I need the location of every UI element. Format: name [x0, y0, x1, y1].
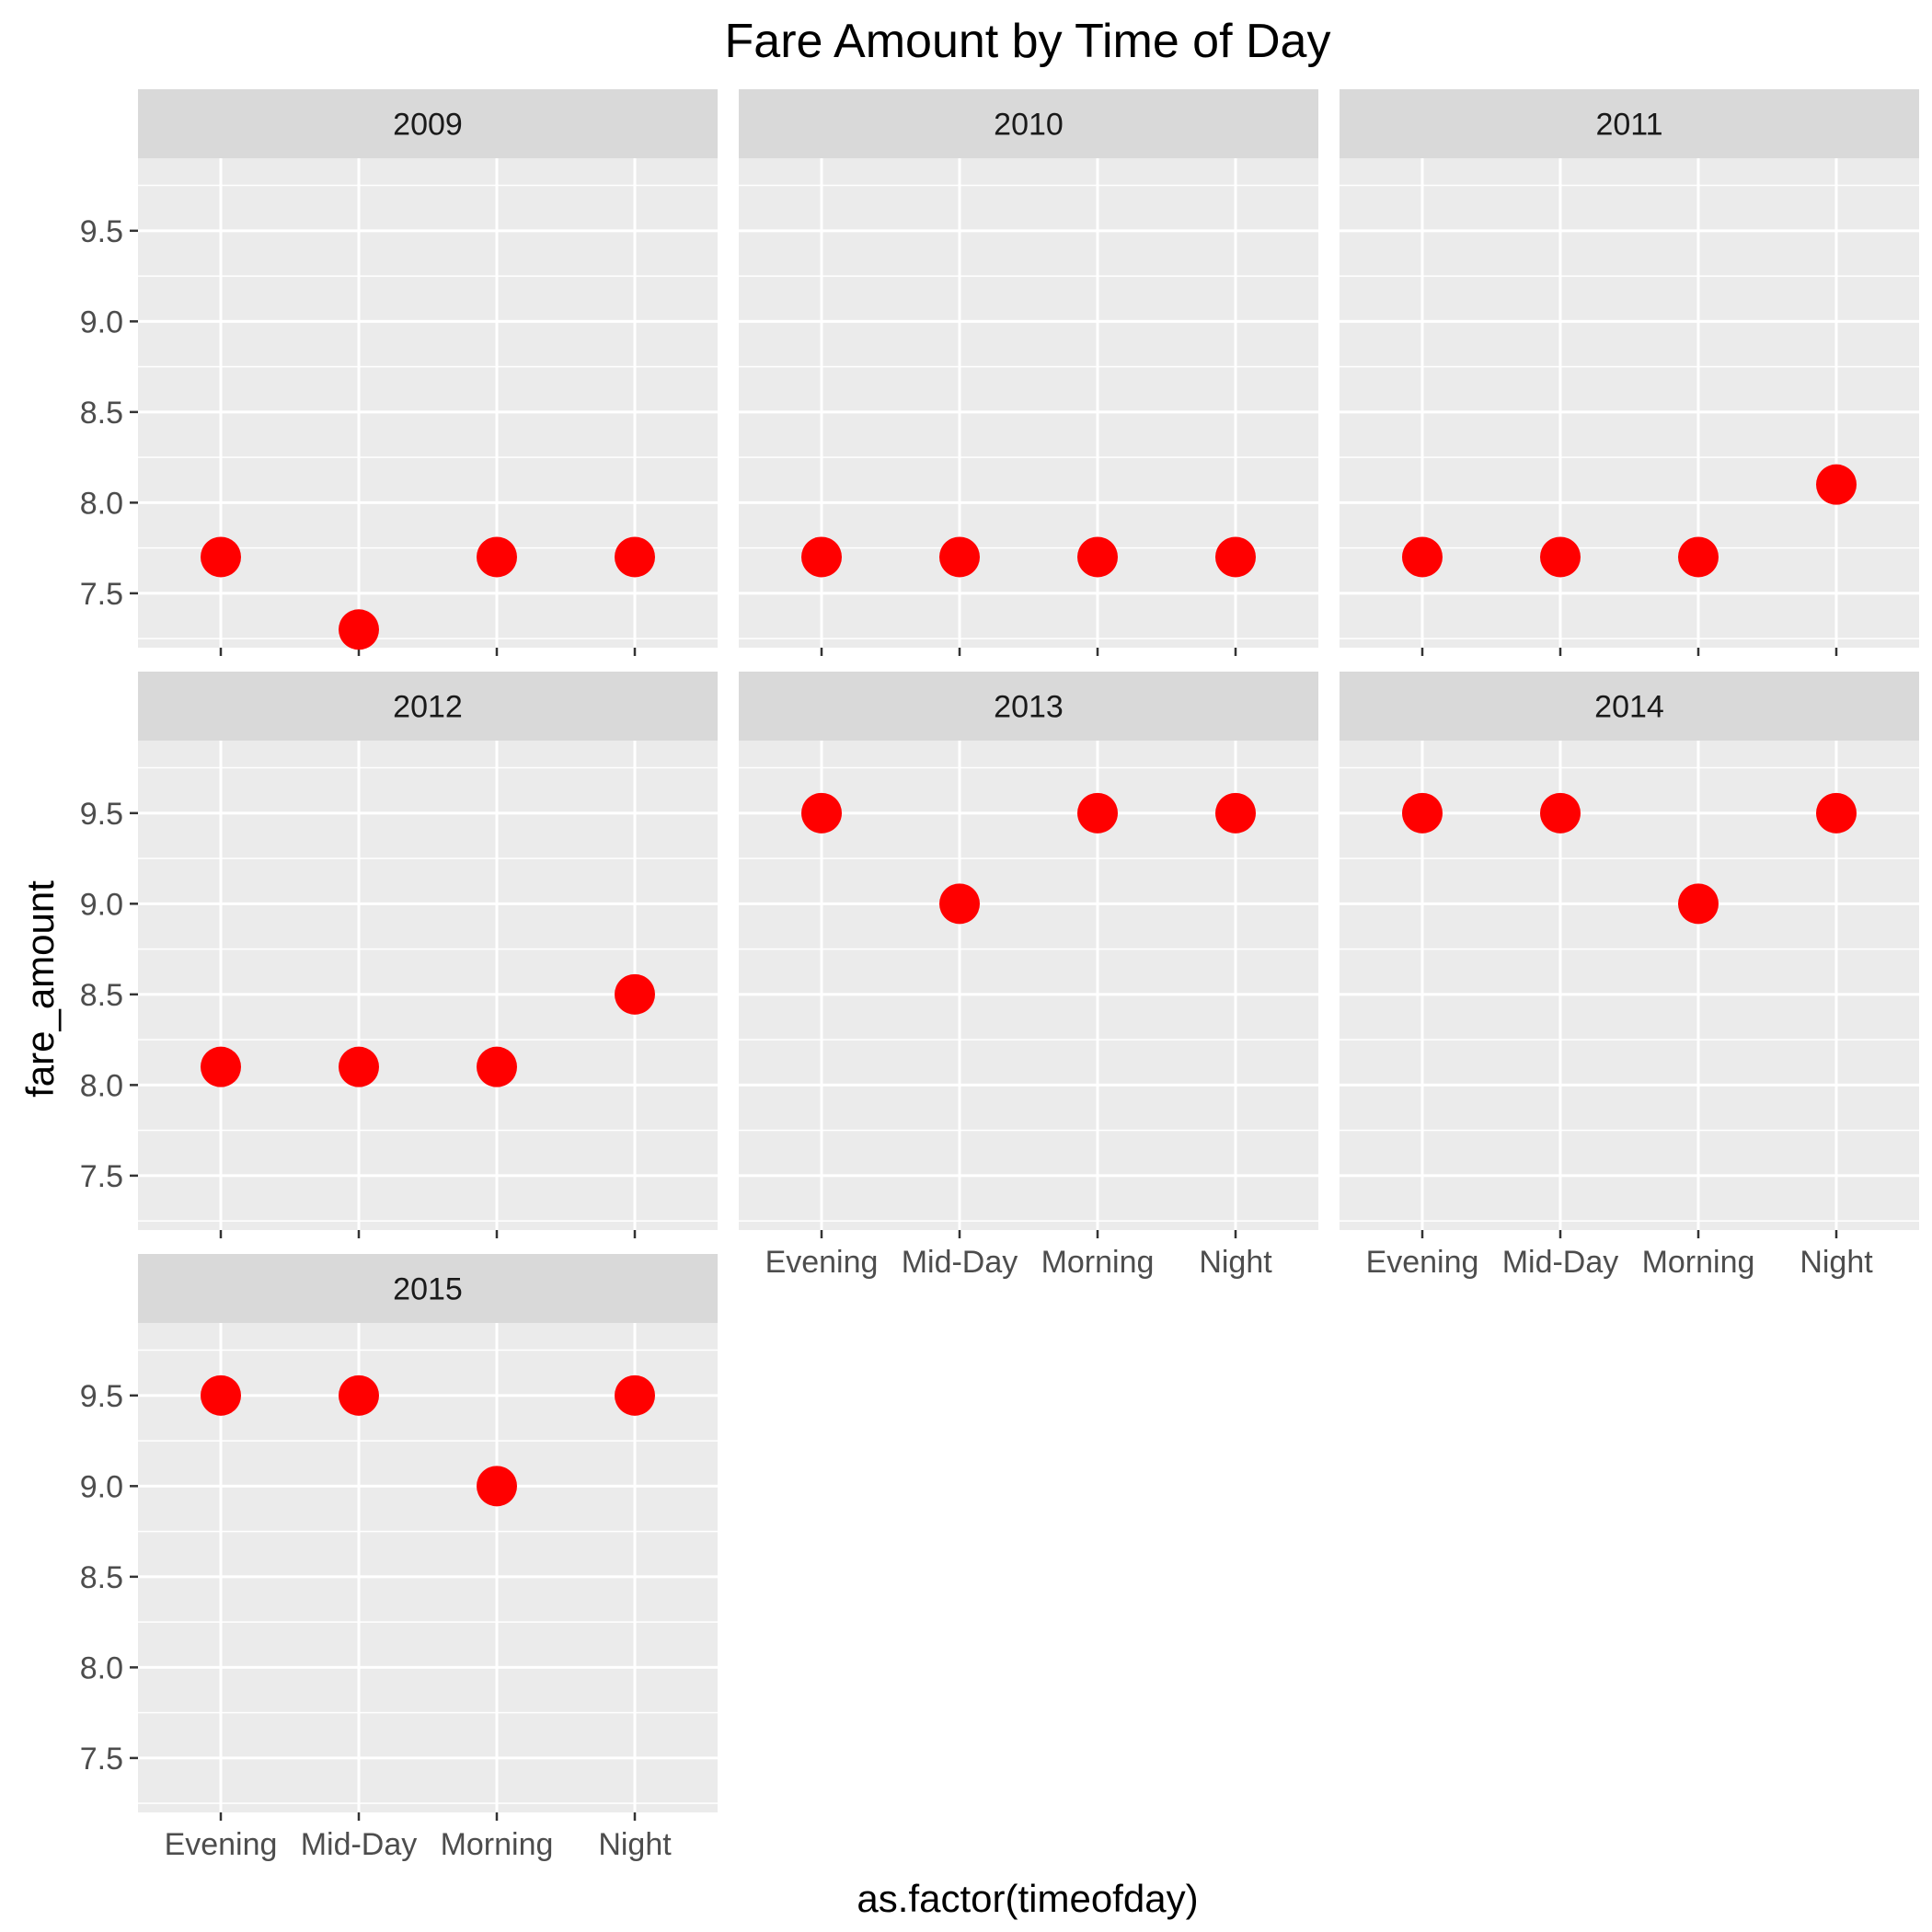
data-point	[201, 1046, 241, 1087]
x-axis-title: as.factor(timeofday)	[857, 1877, 1198, 1920]
y-tick-label: 7.5	[80, 577, 123, 612]
data-point	[1077, 536, 1118, 578]
data-point	[615, 1374, 655, 1416]
data-point	[1678, 536, 1719, 578]
x-tick-label: Night	[598, 1827, 672, 1862]
data-point	[1540, 536, 1581, 578]
data-point	[1540, 792, 1581, 834]
data-point	[939, 883, 980, 925]
facet-panel-2009: 2009 7.5 8.0 8.5 9.0 9.5	[80, 89, 718, 656]
data-point	[1816, 792, 1857, 834]
data-point	[1402, 792, 1443, 834]
facet-strip-label: 2013	[994, 690, 1064, 725]
facet-strip	[138, 1254, 718, 1323]
x-tick-label: Mid-Day	[902, 1245, 1018, 1280]
y-tick-label: 8.5	[80, 396, 123, 431]
y-tick-label: 8.0	[80, 1068, 123, 1103]
chart-title: Fare Amount by Time of Day	[725, 15, 1331, 68]
facet-strip-label: 2010	[994, 108, 1064, 143]
x-tick-label: Night	[1800, 1245, 1873, 1280]
facet-strip-label: 2014	[1594, 690, 1664, 725]
facet-strip	[1340, 672, 1919, 741]
y-axis-title: fare_amount	[18, 880, 62, 1098]
facet-strip	[1340, 89, 1919, 158]
y-tick-label: 8.0	[80, 1650, 123, 1685]
y-tick-label: 9.5	[80, 214, 123, 249]
data-point	[1816, 464, 1857, 505]
facet-strip-label: 2012	[393, 690, 463, 725]
data-point	[339, 1046, 379, 1087]
data-point	[1215, 536, 1256, 578]
x-tick-label: Morning	[1642, 1245, 1755, 1280]
data-point	[201, 1374, 241, 1416]
x-tick-label: Evening	[165, 1827, 278, 1862]
x-tick-label: Evening	[1366, 1245, 1479, 1280]
facet-strip	[138, 89, 718, 158]
x-tick-label: Mid-Day	[301, 1827, 418, 1862]
y-tick-label: 9.0	[80, 305, 123, 339]
data-point	[339, 1374, 379, 1416]
y-tick-label: 9.0	[80, 887, 123, 922]
data-point	[477, 1046, 517, 1087]
facet-strip-label: 2015	[393, 1272, 463, 1307]
data-point	[1215, 792, 1256, 834]
data-point	[477, 536, 517, 578]
facet-panel-2010: 2010	[739, 89, 1318, 656]
facet-strip	[138, 672, 718, 741]
y-tick-label: 9.0	[80, 1469, 123, 1504]
data-point	[1402, 536, 1443, 578]
x-tick-label: Night	[1199, 1245, 1272, 1280]
data-point	[615, 973, 655, 1015]
facet-strip-label: 2009	[393, 108, 463, 143]
x-tick-label: Morning	[441, 1827, 554, 1862]
facet-strip-label: 2011	[1595, 108, 1662, 143]
data-point	[615, 536, 655, 578]
facet-panels: 2009 7.5 8.0 8.5 9.0 9.5 2010 2011 2012 7.5 8.0 8.5…	[80, 89, 1919, 1862]
facet-strip	[739, 672, 1318, 741]
data-point	[1077, 792, 1118, 834]
data-point	[339, 609, 379, 650]
y-tick-label: 8.0	[80, 486, 123, 521]
y-tick-label: 7.5	[80, 1159, 123, 1194]
facet-panel-2011: 2011	[1340, 89, 1919, 656]
x-tick-label: Evening	[765, 1245, 879, 1280]
x-tick-label: Mid-Day	[1502, 1245, 1619, 1280]
facet-strip	[739, 89, 1318, 158]
facet-panel-2012: 2012 7.5 8.0 8.5 9.0 9.5	[80, 672, 718, 1238]
y-tick-label: 7.5	[80, 1742, 123, 1777]
y-tick-label: 8.5	[80, 1560, 123, 1595]
x-tick-label: Morning	[1041, 1245, 1155, 1280]
facet-panel-2014: 2014 Evening Mid-Day Morning Night	[1340, 672, 1919, 1280]
data-point	[939, 536, 980, 578]
data-point	[477, 1466, 517, 1507]
y-tick-label: 8.5	[80, 978, 123, 1013]
data-point	[201, 536, 241, 578]
data-point	[801, 792, 842, 834]
facet-panel-2013: 2013 Evening Mid-Day Morning Night	[739, 672, 1318, 1280]
facet-panel-2015: 2015 7.5 8.0 8.5 9.0 9.5 Evening Mid-Day Morning…	[80, 1254, 718, 1862]
y-tick-label: 9.5	[80, 797, 123, 832]
data-point	[1678, 883, 1719, 925]
y-tick-label: 9.5	[80, 1379, 123, 1414]
data-point	[801, 536, 842, 578]
